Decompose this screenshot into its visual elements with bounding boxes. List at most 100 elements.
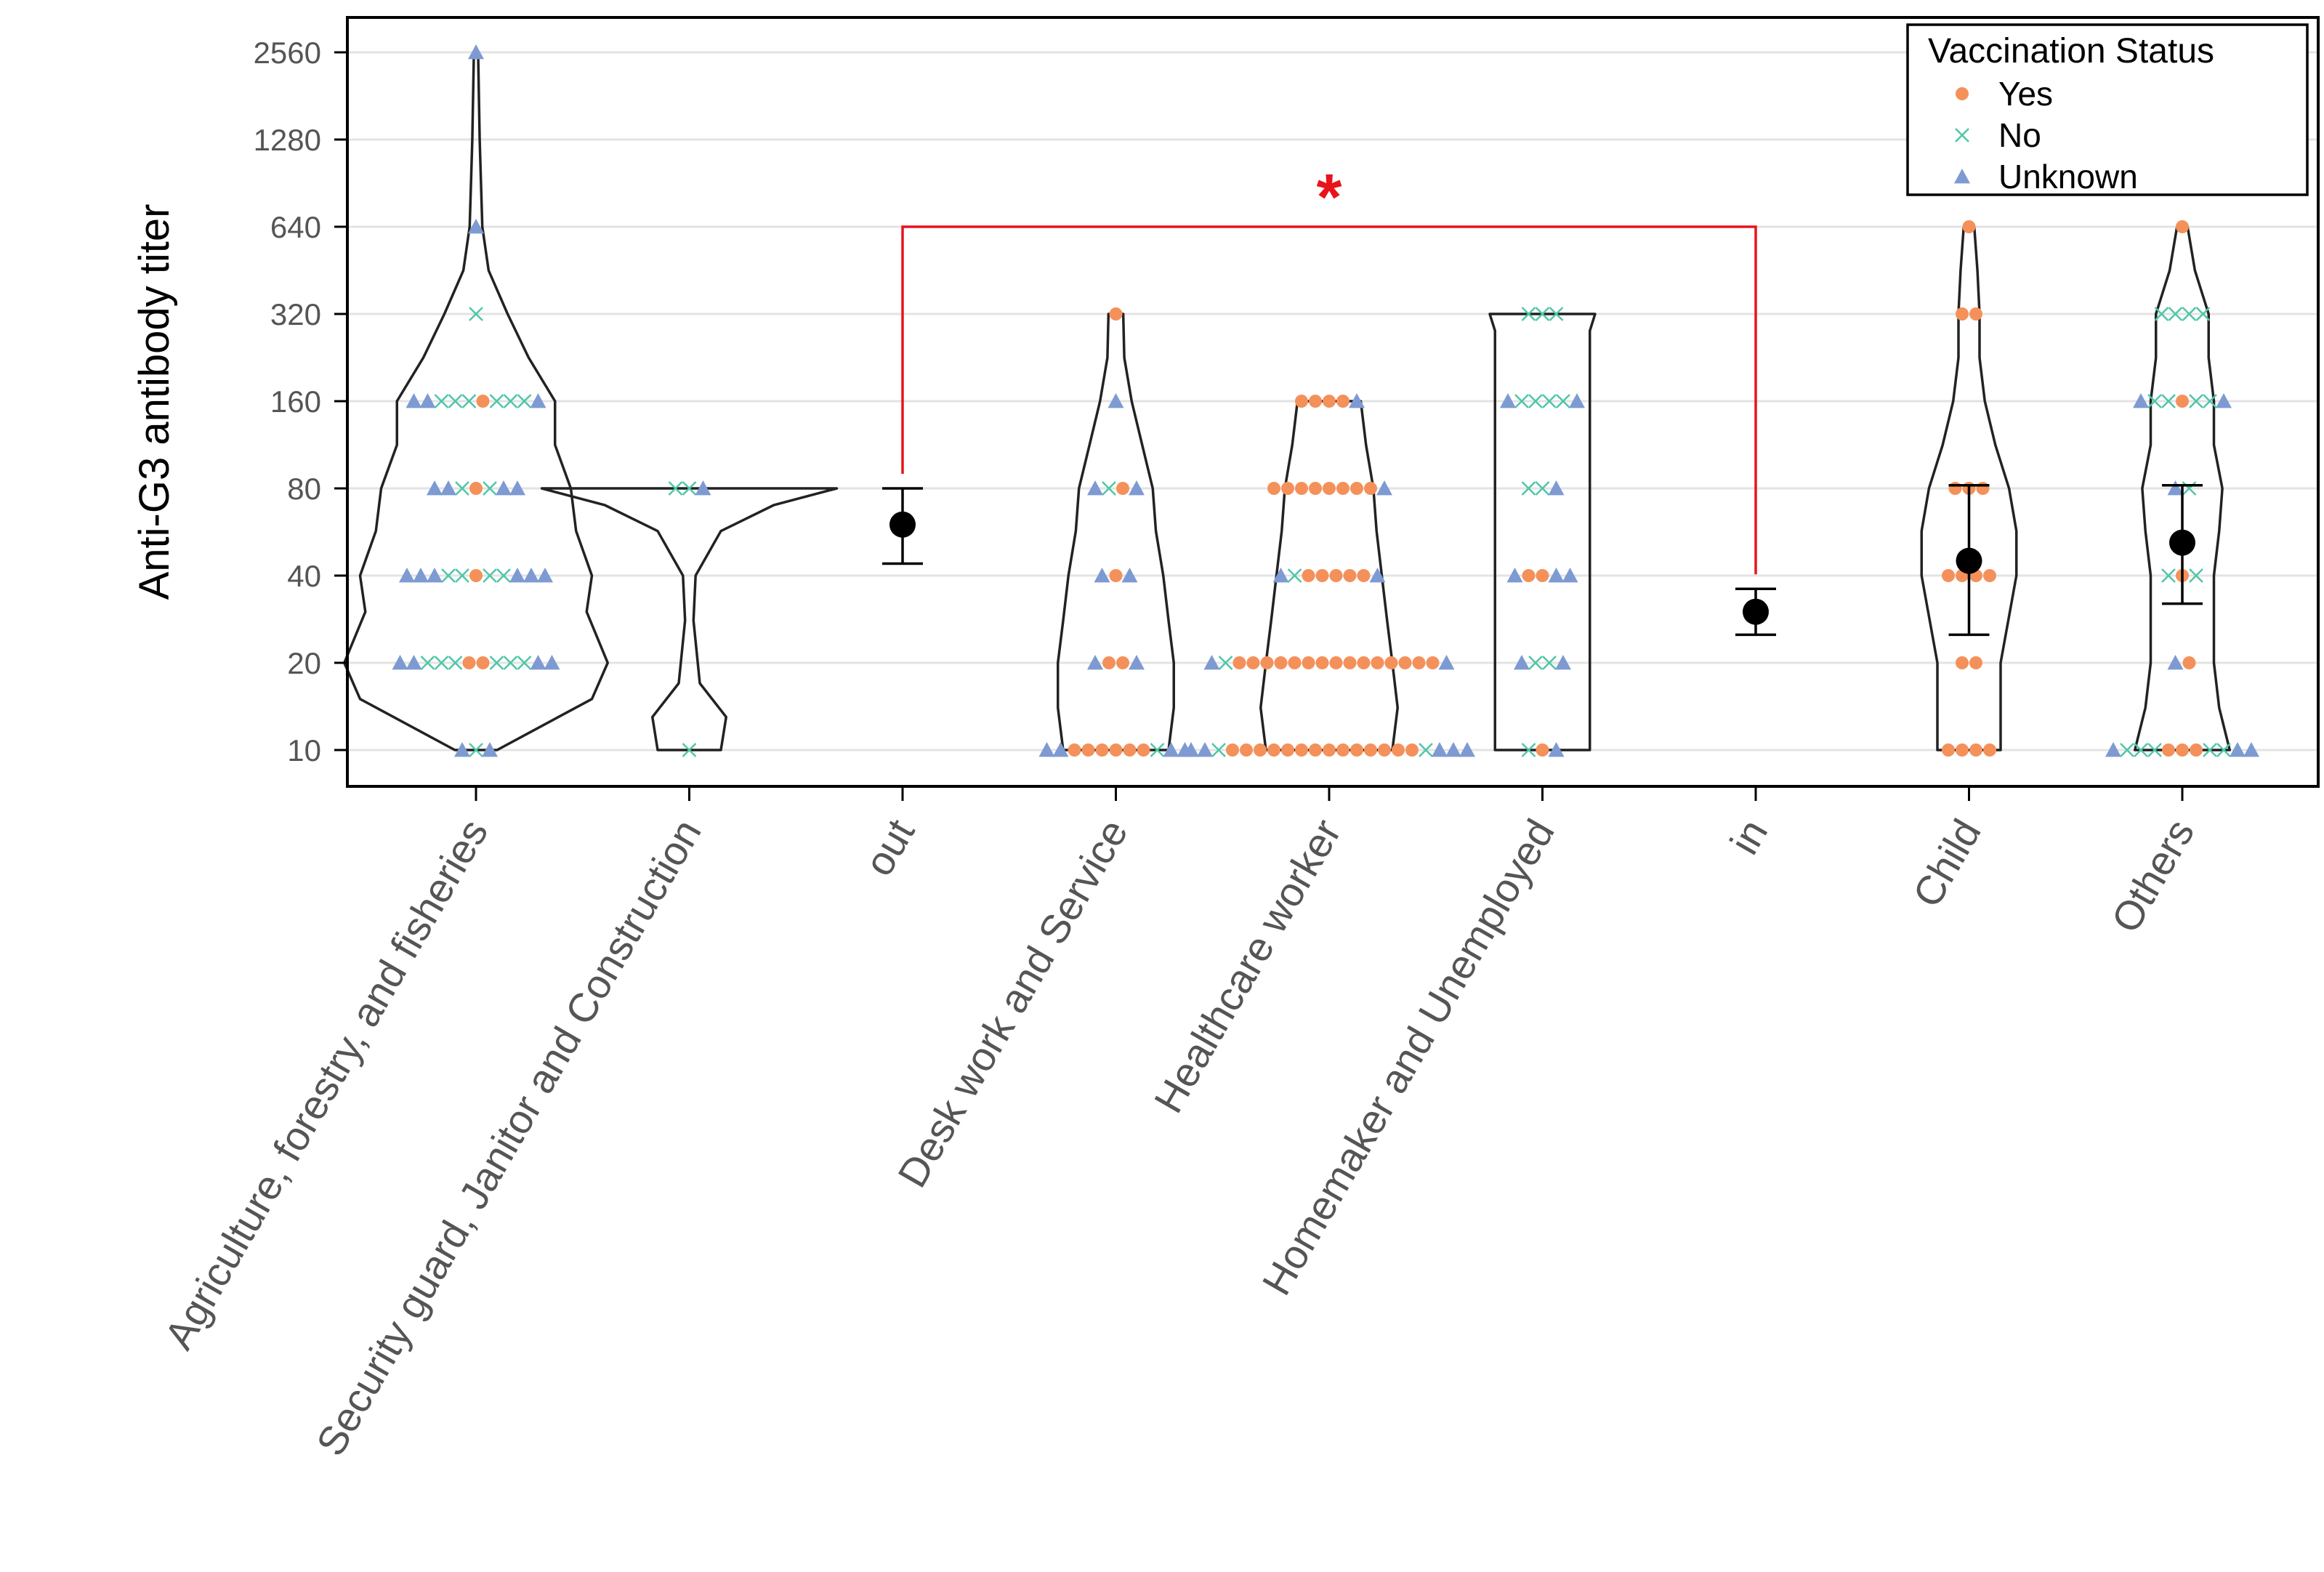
violin bbox=[1057, 313, 1175, 751]
point-no bbox=[1218, 656, 1233, 670]
mean-point bbox=[1743, 598, 1769, 625]
point-no bbox=[2182, 307, 2197, 321]
point-unknown bbox=[1562, 568, 1578, 583]
point-yes bbox=[1956, 743, 1969, 757]
point-no bbox=[455, 481, 469, 496]
point-no bbox=[682, 743, 697, 757]
point-unknown bbox=[427, 480, 443, 496]
point-yes bbox=[1281, 482, 1294, 495]
point-yes bbox=[1536, 743, 1549, 757]
point-yes bbox=[1969, 307, 1982, 321]
point-no bbox=[1528, 394, 1543, 408]
point-yes bbox=[1315, 569, 1329, 582]
point-no bbox=[1528, 656, 1543, 670]
point-yes bbox=[1969, 743, 1982, 757]
point-no bbox=[2147, 394, 2162, 408]
point-yes bbox=[1329, 569, 1343, 582]
error-bars bbox=[882, 483, 2203, 637]
point-no bbox=[489, 394, 504, 408]
point-unknown bbox=[2230, 742, 2246, 757]
point-no bbox=[517, 394, 532, 408]
mean-point bbox=[889, 511, 916, 538]
x-tick-label: Desk work and Service bbox=[889, 812, 1137, 1195]
y-tick-label: 160 bbox=[270, 384, 321, 419]
point-yes bbox=[1109, 307, 1123, 321]
point-no bbox=[420, 656, 435, 670]
point-unknown bbox=[468, 219, 484, 234]
point-yes bbox=[1942, 743, 1955, 757]
y-tick-label: 80 bbox=[287, 472, 321, 506]
point-yes bbox=[1392, 743, 1405, 757]
point-no bbox=[1514, 394, 1529, 408]
point-yes bbox=[1329, 656, 1343, 669]
point-yes bbox=[1364, 482, 1377, 495]
point-yes bbox=[1081, 743, 1095, 757]
point-unknown bbox=[406, 393, 422, 408]
point-yes bbox=[462, 656, 476, 669]
point-unknown bbox=[1548, 480, 1565, 496]
point-yes bbox=[1398, 656, 1412, 669]
point-yes bbox=[1323, 395, 1336, 408]
point-unknown bbox=[1094, 568, 1110, 583]
point-yes bbox=[1240, 743, 1253, 757]
point-no bbox=[1102, 481, 1116, 496]
point-unknown bbox=[413, 568, 429, 583]
point-unknown bbox=[1107, 393, 1124, 408]
point-yes bbox=[2182, 656, 2196, 669]
point-unknown bbox=[1369, 568, 1386, 583]
point-no bbox=[469, 743, 483, 757]
point-yes bbox=[1364, 743, 1377, 757]
point-unknown bbox=[695, 480, 711, 496]
point-yes bbox=[1267, 482, 1280, 495]
point-unknown bbox=[1121, 568, 1138, 583]
point-no bbox=[2161, 568, 2176, 583]
point-yes bbox=[1357, 569, 1371, 582]
violin bbox=[1488, 313, 1597, 751]
point-no bbox=[503, 394, 518, 408]
point-yes bbox=[1350, 482, 1363, 495]
point-yes bbox=[1116, 482, 1129, 495]
point-unknown bbox=[537, 568, 553, 583]
point-no bbox=[682, 481, 697, 496]
point-yes bbox=[469, 569, 483, 582]
point-no bbox=[483, 568, 497, 583]
point-yes bbox=[1343, 569, 1357, 582]
point-yes bbox=[1232, 656, 1246, 669]
point-no bbox=[1955, 128, 1969, 142]
point-yes bbox=[1336, 395, 1349, 408]
point-unknown bbox=[406, 655, 422, 670]
point-yes bbox=[1350, 743, 1363, 757]
mean-ci bbox=[882, 487, 923, 565]
point-yes bbox=[469, 482, 483, 495]
point-no bbox=[2168, 307, 2183, 321]
x-tick-label: Child bbox=[1904, 812, 1990, 915]
point-yes bbox=[1226, 743, 1239, 757]
point-yes bbox=[1976, 482, 1990, 495]
y-tick-label: 320 bbox=[270, 297, 321, 331]
point-yes bbox=[1302, 569, 1315, 582]
y-tick-label: 2560 bbox=[254, 36, 321, 70]
point-yes bbox=[1336, 482, 1349, 495]
point-yes bbox=[2190, 743, 2203, 757]
point-yes bbox=[1323, 743, 1336, 757]
point-no bbox=[1521, 307, 1536, 321]
point-no bbox=[1521, 743, 1536, 757]
point-no bbox=[1521, 481, 1536, 496]
point-no bbox=[517, 656, 532, 670]
point-unknown bbox=[1459, 742, 1475, 757]
legend-box bbox=[1906, 23, 2309, 196]
point-yes bbox=[1956, 307, 1969, 321]
mean-point bbox=[1956, 547, 1982, 574]
point-unknown bbox=[2105, 742, 2121, 757]
point-yes bbox=[1956, 656, 1969, 669]
point-yes bbox=[1412, 656, 1426, 669]
point-unknown bbox=[1548, 742, 1565, 757]
significance-star: * bbox=[1316, 161, 1341, 234]
point-yes bbox=[1309, 395, 1322, 408]
point-unknown bbox=[1197, 742, 1213, 757]
point-unknown bbox=[1129, 655, 1145, 670]
point-unknown bbox=[1203, 655, 1220, 670]
legend-entry-label: Yes bbox=[1998, 75, 2053, 113]
point-no bbox=[2154, 307, 2169, 321]
